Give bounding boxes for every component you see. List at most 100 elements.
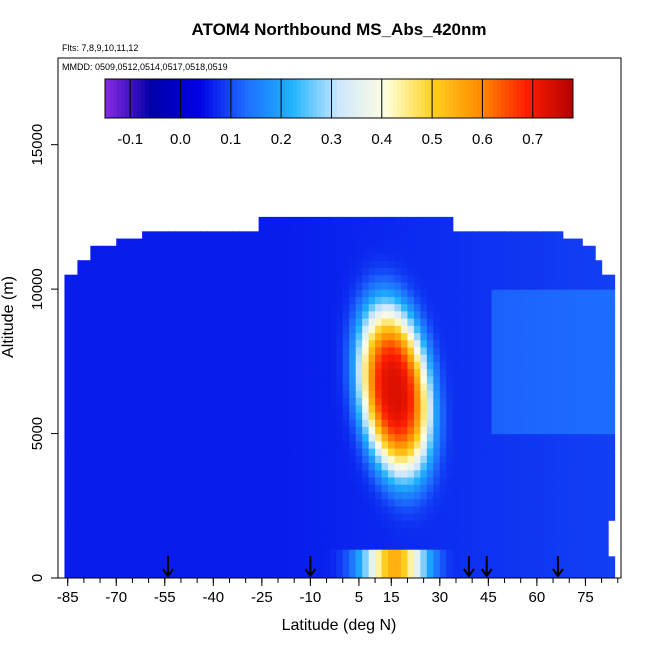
heatmap-cell xyxy=(530,448,538,456)
heatmap-cell xyxy=(174,346,182,355)
heatmap-cell xyxy=(446,332,454,341)
heatmap-cell xyxy=(310,397,318,406)
heatmap-cell xyxy=(426,556,434,565)
heatmap-cell xyxy=(465,419,473,427)
heatmap-cell xyxy=(407,390,415,399)
heatmap-cell xyxy=(504,267,512,276)
heatmap-cell xyxy=(187,541,195,550)
heatmap-cell xyxy=(168,498,176,507)
heatmap-cell xyxy=(297,274,305,283)
heatmap-cell xyxy=(310,556,318,565)
heatmap-cell xyxy=(303,339,311,348)
heatmap-cell xyxy=(595,368,603,377)
heatmap-cell xyxy=(588,354,596,362)
heatmap-cell xyxy=(290,354,299,362)
heatmap-cell xyxy=(336,563,344,572)
heatmap-cell xyxy=(491,318,499,326)
heatmap-cell xyxy=(446,390,454,399)
heatmap-cell xyxy=(562,318,570,326)
heatmap-cell xyxy=(342,563,350,572)
heatmap-cell xyxy=(83,325,91,334)
heatmap-cell xyxy=(433,245,441,254)
heatmap-cell xyxy=(510,274,519,283)
heatmap-cell xyxy=(193,556,201,565)
heatmap-cell xyxy=(420,339,428,348)
heatmap-cell xyxy=(400,563,409,572)
heatmap-cell xyxy=(129,440,137,449)
heatmap-cell xyxy=(265,354,273,362)
heatmap-cell xyxy=(336,498,344,507)
heatmap-cell xyxy=(116,383,124,391)
heatmap-cell xyxy=(258,448,266,456)
heatmap-cell xyxy=(316,476,324,485)
heatmap-cell xyxy=(588,476,596,485)
heatmap-cell xyxy=(258,281,266,290)
heatmap-cell xyxy=(103,534,111,543)
heatmap-cell xyxy=(452,361,460,370)
heatmap-cell xyxy=(180,570,189,578)
heatmap-cell xyxy=(368,368,376,377)
heatmap-cell xyxy=(510,260,519,269)
heatmap-cell xyxy=(129,527,137,536)
heatmap-cell xyxy=(329,570,337,578)
heatmap-cell xyxy=(271,498,279,507)
heatmap-cell xyxy=(452,455,460,464)
colorbar-swatch xyxy=(441,79,446,118)
heatmap-cell xyxy=(297,296,305,305)
heatmap-cell xyxy=(265,325,273,334)
x-tick-label: 15 xyxy=(383,589,400,606)
heatmap-cell xyxy=(135,455,143,464)
heatmap-cell xyxy=(543,375,551,384)
heatmap-cell xyxy=(575,455,583,464)
heatmap-cell xyxy=(239,375,247,384)
heatmap-cell xyxy=(562,368,570,377)
heatmap-cell xyxy=(193,339,201,348)
heatmap-cell xyxy=(472,411,480,420)
heatmap-cell xyxy=(155,238,163,247)
heatmap-cell xyxy=(103,563,111,572)
heatmap-cell xyxy=(510,433,519,442)
heatmap-cell xyxy=(433,498,441,507)
heatmap-cell xyxy=(362,354,370,362)
heatmap-cell xyxy=(290,563,299,572)
heatmap-cell xyxy=(316,411,324,420)
heatmap-cell xyxy=(452,534,460,543)
heatmap-cell xyxy=(109,476,117,485)
heatmap-cell xyxy=(368,404,376,413)
heatmap-cell xyxy=(523,513,531,521)
heatmap-cell xyxy=(155,383,163,391)
heatmap-cell xyxy=(297,426,305,435)
heatmap-cell xyxy=(426,216,434,225)
heatmap-cell xyxy=(400,281,409,290)
heatmap-cell xyxy=(426,238,434,247)
heatmap-cell xyxy=(459,260,467,269)
heatmap-cell xyxy=(70,469,79,478)
heatmap-cell xyxy=(543,404,551,413)
heatmap-cell xyxy=(219,513,227,521)
heatmap-cell xyxy=(608,433,616,442)
heatmap-cell xyxy=(329,541,337,550)
heatmap-cell xyxy=(193,303,201,312)
heatmap-cell xyxy=(426,224,434,232)
heatmap-cell xyxy=(155,339,163,348)
heatmap-cell xyxy=(569,325,577,334)
heatmap-cell xyxy=(200,433,208,442)
heatmap-cell xyxy=(168,433,176,442)
heatmap-cell xyxy=(491,541,499,550)
heatmap-cell xyxy=(168,383,176,391)
heatmap-cell xyxy=(368,440,376,449)
heatmap-cell xyxy=(485,469,493,478)
colorbar-swatch xyxy=(397,79,402,118)
heatmap-cell xyxy=(135,484,143,492)
heatmap-cell xyxy=(206,433,214,442)
heatmap-cell xyxy=(439,527,447,536)
heatmap-cell xyxy=(64,505,72,514)
heatmap-cell xyxy=(530,296,538,305)
heatmap-cell xyxy=(400,541,409,550)
heatmap-cell xyxy=(588,462,596,471)
heatmap-cell xyxy=(90,433,98,442)
heatmap-cell xyxy=(135,397,143,406)
heatmap-cell xyxy=(323,383,331,391)
heatmap-cell xyxy=(64,411,72,420)
heatmap-cell xyxy=(575,375,583,384)
